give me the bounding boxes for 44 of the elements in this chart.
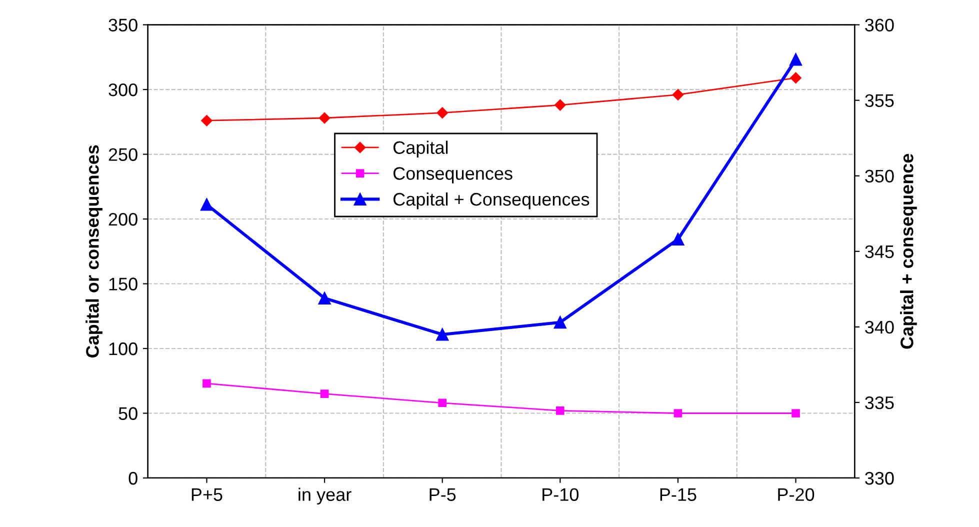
point: [790, 53, 802, 66]
legend-label: Capital: [393, 140, 448, 158]
y2-tick-label: 335: [865, 396, 894, 410]
point: [318, 112, 330, 124]
y2-tick-label: 340: [865, 320, 894, 334]
y-axis-title: Capital or consequences: [86, 145, 102, 358]
point: [320, 390, 329, 398]
point: [438, 398, 447, 408]
point: [436, 328, 449, 341]
point: [554, 99, 566, 111]
y2-tick-label: 330: [865, 472, 894, 485]
point: [674, 409, 682, 418]
y2-tick-label: 355: [865, 94, 894, 108]
y2-axis-title: Capital + consequence: [900, 154, 917, 349]
x-tick-label: P+5: [192, 488, 222, 501]
legend-label: Consequences: [393, 167, 512, 184]
point: [790, 72, 802, 84]
point: [201, 114, 212, 126]
y-tick-label: 250: [108, 148, 138, 161]
y-tick-label: 300: [108, 83, 138, 96]
point: [792, 409, 800, 418]
point: [672, 233, 684, 246]
y-tick-label: 100: [109, 342, 138, 356]
point: [554, 316, 566, 329]
x-tick-label: P-20: [778, 488, 814, 501]
point: [318, 292, 331, 304]
x-tick-label: P-10: [542, 488, 579, 501]
point: [200, 198, 213, 211]
y-tick-label: 50: [118, 407, 138, 420]
y2-tick-label: 350: [865, 170, 894, 183]
y-tick-label: 150: [109, 278, 138, 290]
point: [556, 406, 564, 415]
legend-label: Capital + Consequences: [393, 192, 590, 210]
y2-tick-label: 360: [865, 18, 894, 32]
point: [202, 379, 211, 388]
point: [436, 107, 448, 118]
y-tick-label: 200: [108, 212, 138, 226]
point: [672, 89, 684, 100]
x-tick-label: P-5: [430, 488, 456, 501]
x-tick-label: in year: [298, 488, 352, 505]
y2-tick-label: 345: [865, 245, 894, 258]
x-tick-label: P-15: [660, 488, 696, 501]
y-tick-label: 350: [108, 18, 138, 32]
y-tick-label: 0: [128, 472, 138, 485]
